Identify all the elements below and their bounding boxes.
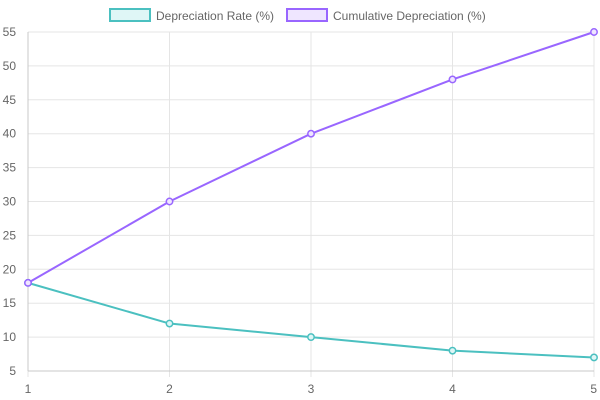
y-tick-label: 45 xyxy=(3,93,17,107)
legend-swatch-cumulative-depreciation xyxy=(286,8,328,22)
legend-label-depreciation-rate: Depreciation Rate (%) xyxy=(156,9,274,23)
grid-lines xyxy=(27,31,595,377)
data-point-cumulative-depreciation[interactable] xyxy=(24,278,32,287)
data-point-cumulative-depreciation[interactable] xyxy=(165,197,174,206)
data-point-cumulative-depreciation[interactable] xyxy=(307,129,315,138)
data-point-depreciation-rate[interactable] xyxy=(448,346,457,355)
x-tick-label: 3 xyxy=(308,382,315,396)
y-tick-label: 30 xyxy=(3,195,17,209)
data-point-cumulative-depreciation[interactable] xyxy=(448,75,457,84)
y-tick-label: 35 xyxy=(3,161,17,175)
data-point-depreciation-rate[interactable] xyxy=(165,319,174,328)
axes xyxy=(27,32,594,372)
data-point-depreciation-rate[interactable] xyxy=(590,353,598,362)
y-tick-label: 25 xyxy=(3,228,17,242)
y-tick-label: 5 xyxy=(9,364,16,378)
x-tick-label: 2 xyxy=(166,382,173,396)
series-group xyxy=(24,28,598,362)
legend-label-cumulative-depreciation: Cumulative Depreciation (%) xyxy=(333,9,486,23)
y-tick-label: 55 xyxy=(3,25,17,39)
legend-item-cumulative-depreciation[interactable]: Cumulative Depreciation (%) xyxy=(286,8,486,23)
x-tick-label: 1 xyxy=(25,382,32,396)
legend-item-depreciation-rate[interactable]: Depreciation Rate (%) xyxy=(109,8,274,23)
legend-swatch-depreciation-rate xyxy=(109,8,151,22)
legend: Depreciation Rate (%) Cumulative Depreci… xyxy=(109,8,486,23)
x-axis-tick-labels: 1 2 3 4 5 xyxy=(25,382,598,396)
y-axis-tick-labels: 5 10 15 20 25 30 35 40 45 50 55 xyxy=(3,25,17,378)
y-tick-label: 40 xyxy=(3,127,17,141)
data-point-cumulative-depreciation[interactable] xyxy=(590,28,598,36)
y-tick-label: 15 xyxy=(3,296,17,310)
y-tick-label: 50 xyxy=(3,59,17,73)
y-tick-label: 10 xyxy=(3,330,17,344)
y-tick-label: 20 xyxy=(3,262,17,276)
data-point-depreciation-rate[interactable] xyxy=(307,333,315,342)
x-tick-label: 4 xyxy=(449,382,456,396)
x-tick-label: 5 xyxy=(590,382,597,396)
